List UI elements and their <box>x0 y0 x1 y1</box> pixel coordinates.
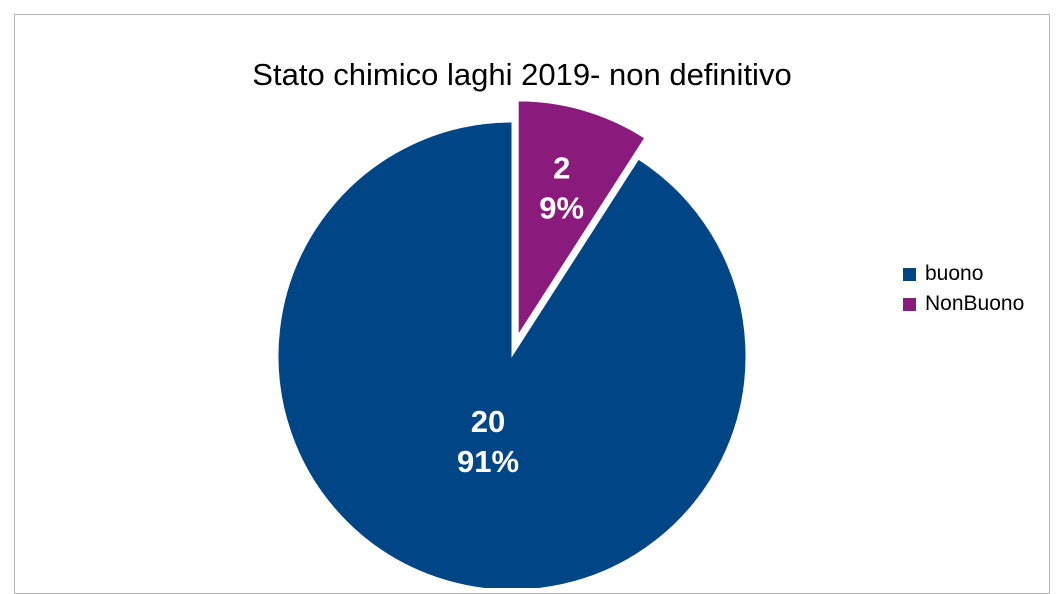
pie-slice-nonbuono[interactable] <box>517 100 646 337</box>
chart-title: Stato chimico laghi 2019- non definitivo <box>252 57 792 92</box>
slice-percent-label-nonbuono: 9% <box>539 191 584 226</box>
legend: buono NonBuono <box>903 259 1024 319</box>
legend-item-nonbuono[interactable]: NonBuono <box>903 289 1024 319</box>
legend-label-buono: buono <box>925 262 984 285</box>
slice-value-label-nonbuono: 2 <box>553 151 570 186</box>
legend-label-nonbuono: NonBuono <box>925 292 1025 315</box>
slice-percent-label-buono: 91% <box>457 444 519 479</box>
pie-slice-buono[interactable] <box>277 121 747 588</box>
legend-swatch-buono <box>903 267 916 281</box>
legend-item-buono[interactable]: buono <box>903 259 1024 289</box>
legend-swatch-nonbuono <box>903 297 916 311</box>
slice-value-label-buono: 20 <box>471 404 505 439</box>
